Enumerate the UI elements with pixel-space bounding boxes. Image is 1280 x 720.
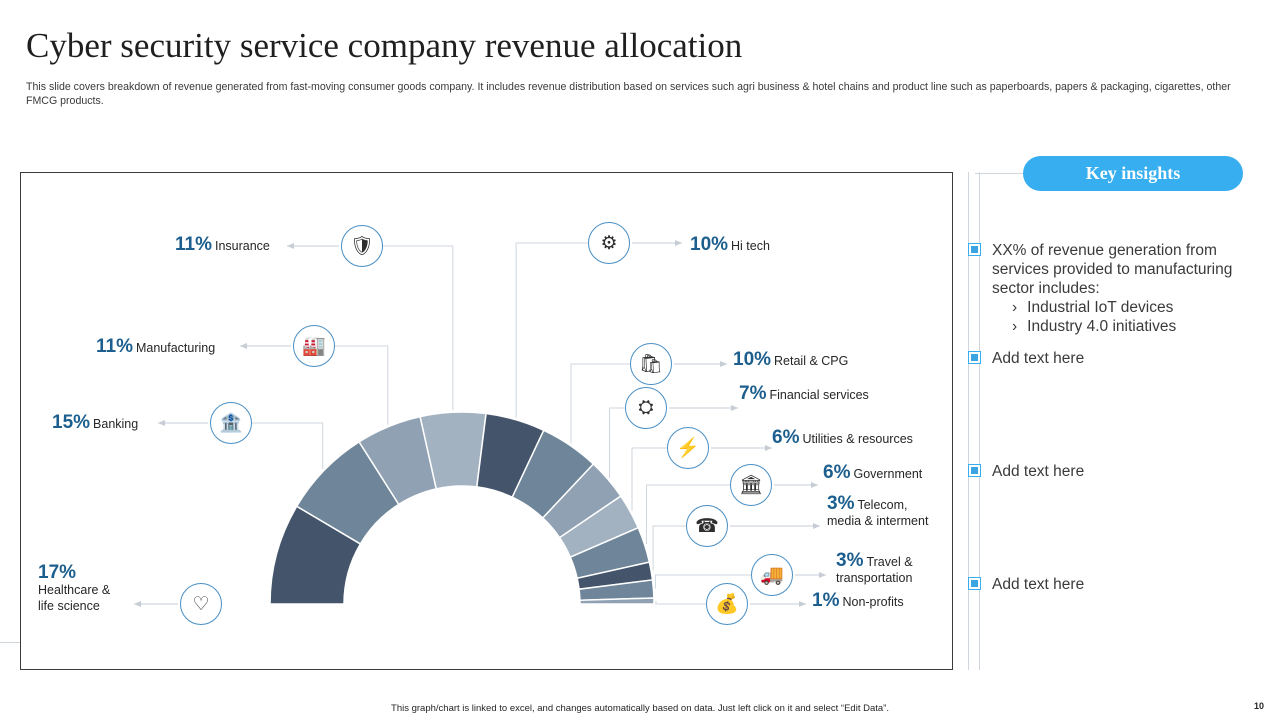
donut-slice-12[interactable] — [579, 597, 655, 605]
slice-name: Hi tech — [731, 239, 770, 253]
slice-percent: 6% — [772, 427, 800, 448]
slice-label-9: 6% Government — [823, 462, 922, 484]
slice-name: Telecom, — [857, 498, 908, 512]
connector-line-3 — [335, 345, 389, 425]
slice-label-5: 10% Hi tech — [690, 234, 770, 256]
slice-percent: 10% — [733, 349, 772, 370]
slice-name: Healthcare & — [38, 583, 111, 597]
slice-percent: 6% — [823, 462, 851, 483]
insight-item-1: XX% of revenue generation from services … — [968, 241, 1243, 336]
utilities-icon: ⚡ — [667, 427, 709, 469]
slice-label-8: 6% Utilities & resources — [772, 427, 913, 449]
slice-name: Retail & CPG — [774, 354, 849, 368]
slice-percent: 10% — [690, 234, 729, 255]
slice-label-7: 7% Financial services — [739, 383, 869, 405]
slice-name-line2: media & interment — [827, 514, 929, 528]
slice-label-4: 11% Insurance — [175, 234, 270, 256]
retail-icon: 🛍 — [630, 343, 672, 385]
slice-name: Banking — [93, 417, 139, 431]
slice-name-line2: life science — [38, 599, 100, 613]
bullet-square-icon — [968, 464, 981, 477]
bank-user-icon: 🏦 — [210, 402, 252, 444]
slice-percent: 3% — [827, 493, 855, 514]
slice-label-10: 3% Telecom, media & interment — [827, 493, 929, 529]
slice-name: Insurance — [214, 239, 270, 253]
insight-text: Add text here — [992, 576, 1085, 593]
connector-line-12 — [655, 600, 706, 605]
insurance-icon: 🛡 — [341, 225, 383, 267]
insight-subitem: Industry 4.0 initiatives — [1012, 317, 1243, 336]
page-title: Cyber security service company revenue a… — [26, 26, 743, 65]
slice-name: Non-profits — [842, 595, 904, 609]
slice-percent: 7% — [739, 383, 767, 404]
gears-icon: ⚙ — [588, 222, 630, 264]
slice-percent: 3% — [836, 550, 864, 571]
connector-line-6 — [570, 363, 630, 444]
slice-percent: 11% — [96, 336, 133, 357]
slice-percent: 11% — [175, 234, 212, 255]
connector-line-8 — [631, 447, 667, 511]
chart-frame — [20, 172, 953, 670]
slice-label-12: 1% Non-profits — [812, 590, 904, 612]
slice-name-line2: transportation — [836, 571, 913, 585]
key-insights-badge: Key insights — [1023, 156, 1243, 191]
slice-name: Utilities & resources — [802, 432, 913, 446]
connector-line-4 — [383, 245, 454, 411]
insights-frame — [968, 172, 980, 670]
insight-text: XX% of revenue generation from services … — [992, 242, 1233, 297]
page-number: 10 — [1253, 701, 1264, 711]
slice-label-6: 10% Retail & CPG — [733, 349, 848, 371]
telecom-icon: ☎ — [686, 505, 728, 547]
factory-icon: 🏭 — [293, 325, 335, 367]
travel-icon: 🚚 — [751, 554, 793, 596]
heart-hand-icon: ♡ — [180, 583, 222, 625]
insight-text: Add text here — [992, 350, 1085, 367]
slice-label-11: 3% Travel & transportation — [836, 550, 913, 586]
connector-line-11 — [654, 574, 751, 589]
slice-percent: 15% — [52, 412, 91, 433]
connector-line-10 — [652, 525, 686, 571]
connector-line-2 — [252, 422, 324, 469]
insight-item-4: Add text here — [968, 575, 1243, 594]
slice-name: Government — [853, 467, 923, 481]
divider-line — [0, 642, 20, 643]
slice-name: Financial services — [769, 388, 869, 402]
insight-text: Add text here — [992, 463, 1085, 480]
insight-item-2: Add text here — [968, 349, 1243, 368]
slice-label-3: 11% Manufacturing — [96, 336, 215, 358]
government-icon: 🏛 — [730, 464, 772, 506]
slice-label-1: 17% Healthcare & life science — [38, 562, 111, 614]
footer-note: This graph/chart is linked to excel, and… — [391, 703, 889, 714]
money-bag-icon: 💰 — [706, 583, 748, 625]
connector-line-9 — [646, 484, 730, 545]
slice-percent: 17% — [38, 562, 77, 583]
insight-subitem: Industrial IoT devices — [1012, 298, 1243, 317]
slice-label-2: 15% Banking — [52, 412, 138, 434]
slice-percent: 1% — [812, 590, 840, 611]
network-icon: ⛭ — [625, 387, 667, 429]
slice-name: Manufacturing — [135, 341, 216, 355]
slice-name: Travel & — [866, 555, 913, 569]
insight-item-3: Add text here — [968, 462, 1243, 481]
bullet-square-icon — [968, 243, 981, 256]
connector-line-7 — [609, 407, 625, 479]
connector-line-5 — [515, 242, 588, 418]
bullet-square-icon — [968, 577, 981, 590]
bullet-square-icon — [968, 351, 981, 364]
insights-connector — [975, 173, 1023, 174]
page-subtitle: This slide covers breakdown of revenue g… — [26, 81, 1231, 107]
